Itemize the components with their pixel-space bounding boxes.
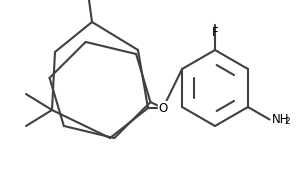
Text: NH: NH — [272, 113, 289, 126]
Text: O: O — [158, 102, 168, 115]
Text: F: F — [212, 26, 218, 39]
Text: 2: 2 — [284, 117, 290, 127]
